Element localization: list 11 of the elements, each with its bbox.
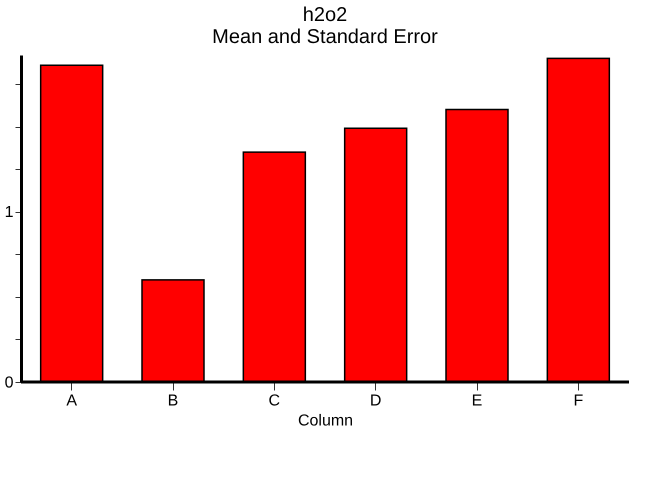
x-tick-label: A: [66, 392, 78, 410]
chart-subtitle: Mean and Standard Error: [212, 26, 438, 48]
x-tick-label: D: [370, 392, 382, 410]
x-tick-label: C: [268, 392, 280, 410]
y-tick-label: 0: [4, 374, 14, 392]
x-tick-label: F: [573, 392, 584, 410]
x-axis-title: Column: [298, 412, 354, 430]
x-tick-label: E: [472, 392, 482, 410]
chart-title: h2o2: [302, 4, 348, 26]
y-tick-label: 1: [4, 204, 14, 222]
x-tick-label: B: [168, 392, 178, 410]
